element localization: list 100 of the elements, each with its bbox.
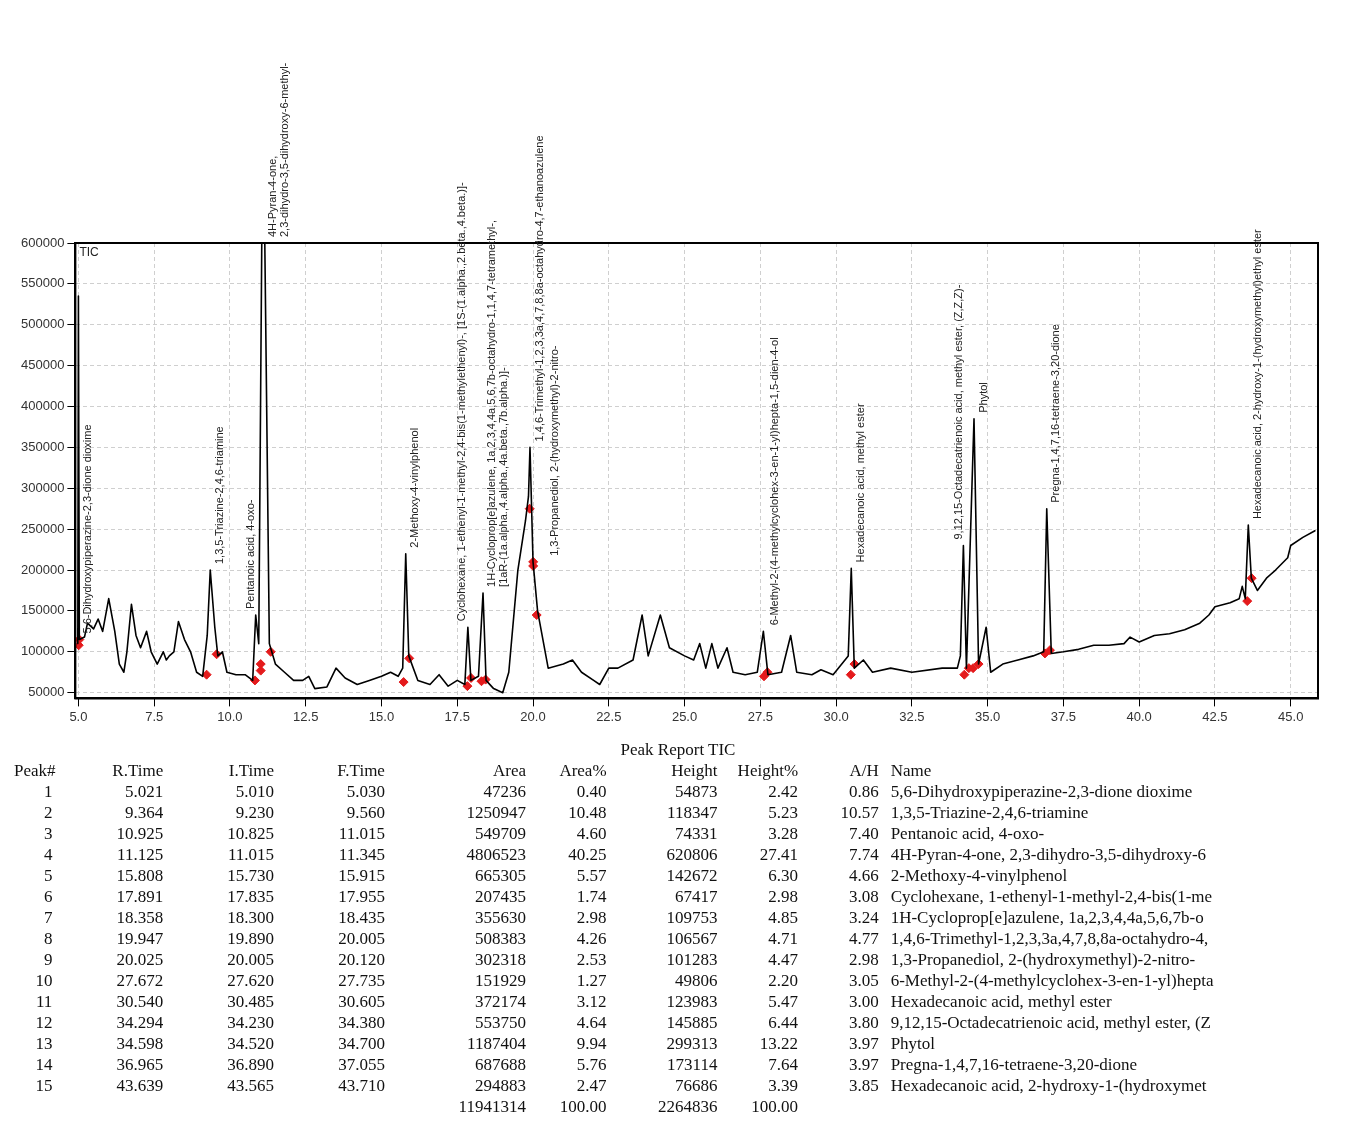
text: 5.23 bbox=[767, 802, 800, 823]
text: 11 bbox=[35, 991, 54, 1012]
text: R.Time bbox=[111, 760, 165, 781]
text: 9.94 bbox=[575, 1033, 608, 1054]
y-tick-label: 450000 bbox=[20, 357, 65, 373]
text: 36.965 bbox=[115, 1054, 165, 1075]
x-tick-label: 10.0 bbox=[217, 708, 243, 724]
text: 294883 bbox=[474, 1075, 527, 1096]
text: 1.74 bbox=[575, 886, 608, 907]
text: 43.710 bbox=[337, 1075, 386, 1096]
text: 2.53 bbox=[575, 949, 608, 970]
text: 18.300 bbox=[226, 907, 276, 928]
text: 15 bbox=[34, 1075, 54, 1096]
text: I.Time bbox=[227, 760, 276, 781]
text: 1187404 bbox=[466, 1033, 527, 1054]
x-tick-label: 15.0 bbox=[368, 708, 395, 724]
x-tick-label: 25.0 bbox=[671, 708, 698, 724]
text: 4.71 bbox=[767, 928, 800, 949]
text: 151929 bbox=[474, 970, 527, 991]
y-tick-label: 400000 bbox=[20, 398, 65, 414]
text: Height bbox=[670, 760, 719, 781]
text: 100.00 bbox=[750, 1096, 800, 1117]
text: 14 bbox=[34, 1054, 54, 1075]
text: 5.030 bbox=[345, 781, 386, 802]
text: 17.955 bbox=[337, 886, 386, 907]
y-tick-label: 500000 bbox=[20, 316, 65, 332]
text: 19.947 bbox=[115, 928, 165, 949]
text: Pentanoic acid, 4-oxo- bbox=[889, 823, 1046, 844]
text: 6-Methyl-2-(4-methylcyclohex-3-en-1-yl)hepta bbox=[889, 970, 1215, 991]
x-tick-label: 12.5 bbox=[293, 708, 319, 724]
text: 123983 bbox=[665, 991, 719, 1012]
text: 2264836 bbox=[656, 1096, 719, 1117]
text: 3.12 bbox=[575, 991, 608, 1012]
text: 6 bbox=[42, 886, 54, 907]
text: 3.00 bbox=[847, 991, 880, 1012]
text: 3.80 bbox=[847, 1012, 880, 1033]
text: 2 bbox=[42, 802, 54, 823]
annotation: 1,4,6-Trimethyl-1,2,3,3a,4,7,8,8a-octahydro-4,7-ethanoazulene bbox=[533, 135, 546, 442]
x-tick-label: 32.5 bbox=[899, 708, 925, 724]
x-tick-label: 30.0 bbox=[823, 708, 849, 724]
text: 3.24 bbox=[847, 907, 880, 928]
text: 17.891 bbox=[115, 886, 165, 907]
text: 67417 bbox=[673, 886, 719, 907]
text: 4.85 bbox=[767, 907, 800, 928]
text: 3.97 bbox=[847, 1054, 880, 1075]
text: 13 bbox=[34, 1033, 54, 1054]
text: 1,4,6-Trimethyl-1,2,3,3a,4,7,8,8a-octahydro-4, bbox=[889, 928, 1210, 949]
annotation: Cyclohexane, 1-ethenyl-1-methyl-2,4-bis(1-methylethenyl)-, [1S-(1.alpha.,2.beta.,4.beta.)]- bbox=[455, 181, 468, 622]
y-tick-label: 600000 bbox=[20, 234, 65, 250]
text: 3.39 bbox=[767, 1075, 800, 1096]
text: 4.26 bbox=[575, 928, 608, 949]
annotation: 6-Methyl-2-(4-methylcyclohex-3-en-1-yl)hepta-1,5-dien-4-ol bbox=[767, 337, 780, 626]
x-tick-label: 40.0 bbox=[1126, 708, 1152, 724]
text: 10.57 bbox=[839, 802, 880, 823]
text: 5 bbox=[42, 865, 54, 886]
text: 0.40 bbox=[575, 781, 608, 802]
text: 142672 bbox=[665, 865, 719, 886]
text: 10.48 bbox=[567, 802, 608, 823]
text: 43.565 bbox=[226, 1075, 276, 1096]
text: 74331 bbox=[673, 823, 719, 844]
text: 2.42 bbox=[767, 781, 800, 802]
x-tick-label: 7.5 bbox=[145, 708, 164, 724]
text: 355630 bbox=[474, 907, 527, 928]
text: Peak# bbox=[13, 760, 57, 781]
text: 18.358 bbox=[115, 907, 165, 928]
text: 4.77 bbox=[847, 928, 880, 949]
text: 27.672 bbox=[115, 970, 165, 991]
text: 34.598 bbox=[115, 1033, 165, 1054]
text: 40.25 bbox=[567, 844, 608, 865]
text: 109753 bbox=[665, 907, 719, 928]
text: Area% bbox=[558, 760, 608, 781]
text: 620806 bbox=[665, 844, 719, 865]
text: F.Time bbox=[336, 760, 386, 781]
text: 5.010 bbox=[234, 781, 276, 802]
text: 11.015 bbox=[226, 844, 276, 865]
text: 665305 bbox=[474, 865, 527, 886]
text: A/H bbox=[848, 760, 880, 781]
text: 36.890 bbox=[226, 1054, 276, 1075]
annotation: 2-Methoxy-4-vinylphenol bbox=[407, 427, 420, 548]
text: 687688 bbox=[474, 1054, 527, 1075]
text: 2.47 bbox=[575, 1075, 608, 1096]
text: 4.47 bbox=[767, 949, 800, 970]
text: 76686 bbox=[673, 1075, 719, 1096]
text: Name bbox=[889, 760, 933, 781]
text: 4 bbox=[42, 844, 54, 865]
text: 17.835 bbox=[226, 886, 276, 907]
text: 8 bbox=[42, 928, 54, 949]
text: 6.30 bbox=[767, 865, 800, 886]
text: 27.41 bbox=[758, 844, 800, 865]
text: 13.22 bbox=[758, 1033, 800, 1054]
text: 2.98 bbox=[575, 907, 608, 928]
text: 20.120 bbox=[337, 949, 386, 970]
text: 11.125 bbox=[116, 844, 165, 865]
annotation: Phytol bbox=[977, 382, 990, 413]
text: 49806 bbox=[673, 970, 719, 991]
x-tick-label: 27.5 bbox=[747, 708, 773, 724]
y-tick-label: 200000 bbox=[20, 561, 65, 577]
text: 4806523 bbox=[465, 844, 527, 865]
text: 11.345 bbox=[337, 844, 386, 865]
annotation: 9,12,15-Octadecatrienoic acid, methyl ester, (Z,Z,Z)- bbox=[952, 284, 965, 540]
